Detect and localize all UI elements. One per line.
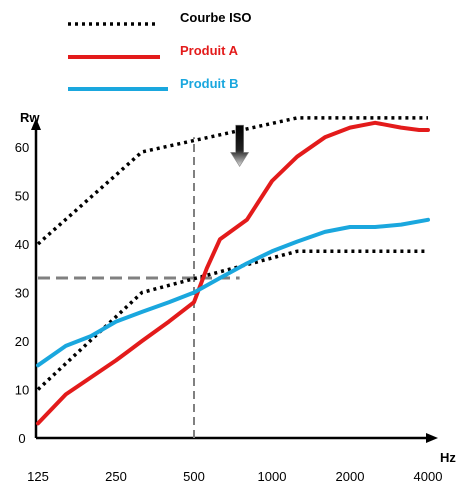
legend-label-iso: Courbe ISO xyxy=(180,10,252,25)
y-tick-labels: 0 10 20 30 40 50 60 xyxy=(15,140,29,446)
axes: Rw Hz xyxy=(20,110,456,465)
x-tick-label: 500 xyxy=(183,469,205,484)
x-tick-label: 2000 xyxy=(336,469,365,484)
x-tick-label: 250 xyxy=(105,469,127,484)
series-lines xyxy=(36,116,430,426)
x-tick-labels: 125 250 500 1000 2000 4000 xyxy=(27,469,442,484)
x-axis-arrowhead xyxy=(426,433,438,443)
y-tick-label: 30 xyxy=(15,286,29,301)
down-arrow-icon xyxy=(230,124,250,167)
legend: Courbe ISO Produit A Produit B xyxy=(68,10,252,91)
y-tick-label: 10 xyxy=(15,383,29,398)
y-tick-label: 0 xyxy=(18,431,25,446)
y-tick-label: 20 xyxy=(15,334,29,349)
y-tick-label: 40 xyxy=(15,237,29,252)
y-axis-label: Rw xyxy=(20,110,40,125)
legend-label-produit-a: Produit A xyxy=(180,43,239,58)
series-line-iso-lower xyxy=(36,249,428,391)
y-tick-label: 50 xyxy=(15,189,29,204)
series-line-iso-upper xyxy=(36,116,428,246)
series-line-produit-b xyxy=(36,217,430,368)
annotations xyxy=(230,124,250,167)
y-axis-arrowhead xyxy=(31,118,41,130)
legend-label-produit-b: Produit B xyxy=(180,76,239,91)
x-tick-label: 4000 xyxy=(414,469,443,484)
x-tick-label: 1000 xyxy=(258,469,287,484)
reference-lines xyxy=(38,137,240,438)
x-tick-label: 125 xyxy=(27,469,49,484)
y-tick-label: 60 xyxy=(15,140,29,155)
series-line-produit-a xyxy=(36,120,430,426)
x-axis-label: Hz xyxy=(440,450,456,465)
